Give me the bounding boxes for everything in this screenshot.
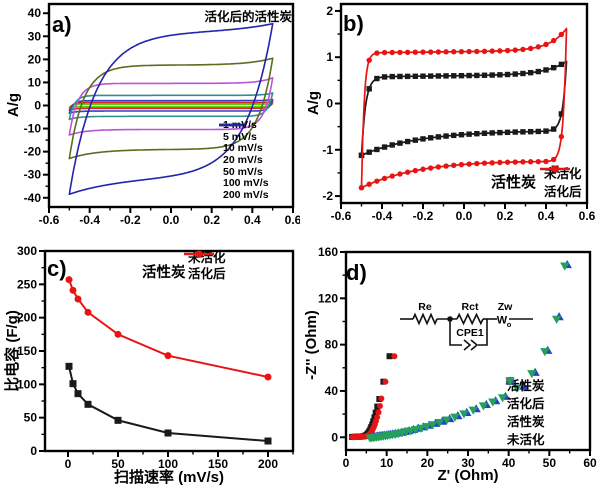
panel-d-letter: d) <box>346 260 367 285</box>
svg-text:0: 0 <box>331 430 338 444</box>
panel-b-annotation: 活性炭 <box>491 174 537 191</box>
legend-item: 200 mV/s <box>219 123 269 201</box>
svg-text:0: 0 <box>326 97 333 111</box>
svg-text:200: 200 <box>17 311 37 325</box>
svg-text:20: 20 <box>28 52 42 66</box>
legend-item: 10 mV/s <box>219 123 263 155</box>
legend-item: 未活化 <box>503 377 545 447</box>
panel-d-legend: 活性炭 活化后 活性炭 未活化 <box>503 375 545 447</box>
svg-text:-10: -10 <box>24 122 42 136</box>
legend-item: 20 mV/s <box>219 123 263 166</box>
svg-text:Rct: Rct <box>462 301 479 313</box>
svg-text:-0.6: -0.6 <box>39 213 60 227</box>
panel-b-letter: b) <box>343 11 364 36</box>
panel-d-canvas: 0 10 20 30 40 50 60 0 40 80 120 160 Re Rct Zw W o CPE1 <box>318 245 597 470</box>
svg-text:-20: -20 <box>24 145 42 159</box>
panel-c-xlabel: 扫描速率 (mV/s) <box>113 469 224 486</box>
svg-text:0: 0 <box>343 456 350 470</box>
svg-text:50: 50 <box>24 411 38 425</box>
svg-text:-0.4: -0.4 <box>372 209 393 223</box>
svg-text:Zw: Zw <box>498 301 513 313</box>
svg-text:30: 30 <box>28 29 42 43</box>
svg-text:0.0: 0.0 <box>456 209 473 223</box>
panel-a-canvas: -0.6 -0.4 -0.2 0.0 0.2 0.4 0.6 -40 -30 -20 -10 0 10 2… <box>24 2 300 227</box>
svg-text:30: 30 <box>461 456 475 470</box>
svg-text:50: 50 <box>111 457 125 471</box>
panel-a-letter: a) <box>52 12 72 37</box>
svg-text:CPE1: CPE1 <box>456 327 484 339</box>
svg-text:300: 300 <box>17 244 37 258</box>
svg-text:-0.2: -0.2 <box>120 213 141 227</box>
svg-text:-0.2: -0.2 <box>413 209 434 223</box>
svg-text:160: 160 <box>318 245 338 259</box>
svg-text:100: 100 <box>158 457 178 471</box>
svg-text:50: 50 <box>543 456 557 470</box>
panel-a: -0.6 -0.4 -0.2 0.0 0.2 0.4 0.6 -40 -30 -20 -10 0 10 2… <box>0 0 300 235</box>
panel-c-ylabel: 比电容 (F/g) <box>4 310 21 392</box>
panel-c-annotation: 活性炭 <box>142 265 186 281</box>
svg-text:250: 250 <box>17 277 37 291</box>
svg-text:0: 0 <box>30 444 37 458</box>
panel-c-legend: 未活化 活化后 <box>184 248 226 281</box>
svg-text:200: 200 <box>258 457 278 471</box>
svg-text:40: 40 <box>325 384 339 398</box>
svg-text:0.6: 0.6 <box>579 209 596 223</box>
panel-b: -0.6 -0.4 -0.2 0.0 0.2 0.4 0.6 -2 -1 0 1 2 b) A/g 活… <box>300 0 600 235</box>
svg-text:W: W <box>497 315 508 327</box>
panel-a-annotation: 活化后的活性炭 <box>204 10 292 24</box>
svg-text:80: 80 <box>325 338 339 352</box>
svg-text:-40: -40 <box>24 191 42 205</box>
svg-text:20: 20 <box>421 456 435 470</box>
svg-text:-2: -2 <box>322 189 333 203</box>
svg-text:100: 100 <box>17 377 37 391</box>
panel-d-ylabel: -Z'' (Ohm) <box>303 310 320 380</box>
svg-text:0.6: 0.6 <box>285 213 300 227</box>
svg-text:o: o <box>507 320 512 329</box>
svg-text:-0.6: -0.6 <box>331 209 352 223</box>
svg-text:0: 0 <box>34 99 41 113</box>
panel-b-canvas: -0.6 -0.4 -0.2 0.0 0.2 0.4 0.6 -2 -1 0 1 2 <box>322 2 596 223</box>
svg-text:-30: -30 <box>24 168 42 182</box>
svg-text:60: 60 <box>583 456 597 470</box>
svg-text:150: 150 <box>17 344 37 358</box>
svg-text:120: 120 <box>318 291 338 305</box>
svg-text:2: 2 <box>326 4 333 18</box>
legend-item: 50 mV/s <box>219 123 263 178</box>
legend-item: 活化后 <box>503 377 545 411</box>
panel-a-ylabel: A/g <box>5 92 22 118</box>
panel-c-canvas: 0 50 100 150 200 0 50 100 150 200 250 300 <box>17 244 295 471</box>
svg-text:0.2: 0.2 <box>203 213 220 227</box>
svg-text:0.4: 0.4 <box>244 213 261 227</box>
panel-b-ylabel: A/g <box>305 90 322 116</box>
svg-text:150: 150 <box>208 457 228 471</box>
svg-text:0.4: 0.4 <box>538 209 555 223</box>
panel-c-letter: c) <box>47 256 67 281</box>
panel-a-legend: 1 mV/s 5 mV/s 10 mV/s 20 mV/s 50 mV/s 10… <box>219 119 269 201</box>
svg-text:Re: Re <box>418 301 432 313</box>
svg-text:0: 0 <box>65 457 72 471</box>
svg-text:1: 1 <box>326 50 333 64</box>
svg-text:-1: -1 <box>322 143 333 157</box>
legend-item: 100 mV/s <box>219 123 269 190</box>
svg-text:0.2: 0.2 <box>497 209 514 223</box>
legend-item: 5 mV/s <box>219 123 257 143</box>
panel-b-legend: 未活化 活化后 <box>540 163 582 199</box>
svg-text:-0.4: -0.4 <box>79 213 100 227</box>
svg-text:10: 10 <box>380 456 394 470</box>
legend-item: 活性炭 <box>503 376 545 429</box>
legend-item: 活化后 <box>540 165 582 199</box>
panel-d-xlabel: Z' (Ohm) <box>437 467 499 484</box>
svg-text:0.0: 0.0 <box>163 213 180 227</box>
legend-item: 活化后 <box>184 250 226 281</box>
svg-text:10: 10 <box>28 75 42 89</box>
panel-c: 0 50 100 150 200 0 50 100 150 200 250 300 c) 比电容 (F… <box>0 235 300 491</box>
svg-text:40: 40 <box>502 456 516 470</box>
svg-text:40: 40 <box>28 6 42 20</box>
